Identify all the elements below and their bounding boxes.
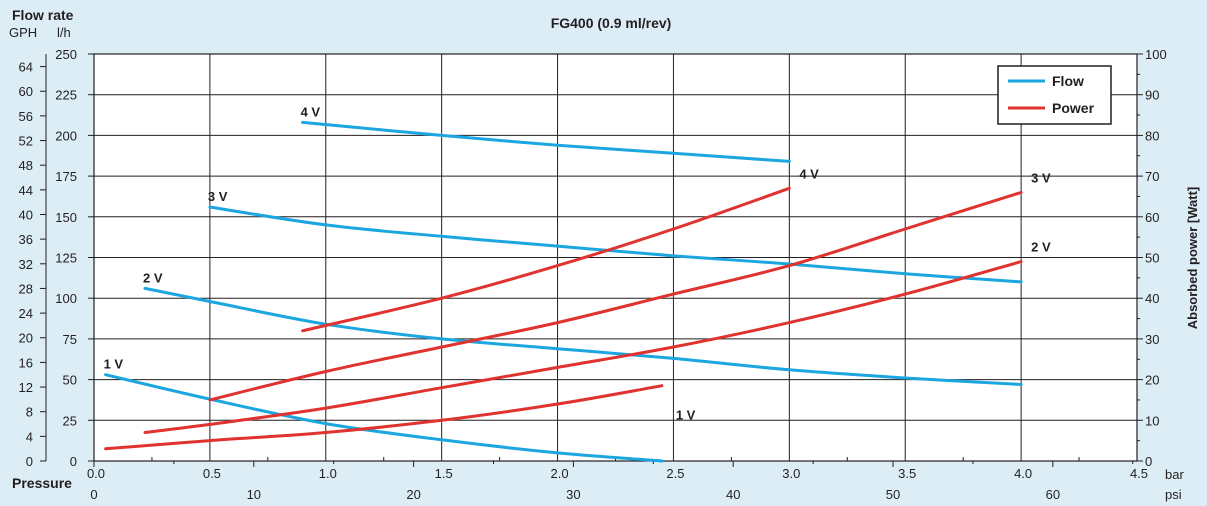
y-tick-label-gph: 8	[26, 405, 33, 420]
flow-line-3v	[208, 205, 1023, 284]
x-tick-label-psi: 20	[406, 487, 420, 502]
x-tick-label-psi: 30	[566, 487, 580, 502]
psi-unit-label: psi	[1165, 487, 1182, 502]
y-tick-label-lh: 225	[55, 88, 77, 103]
y-tick-label-power: 20	[1145, 373, 1159, 388]
y-tick-label-lh: 150	[55, 210, 77, 225]
y-tick-label-lh: 175	[55, 169, 77, 184]
power-label-4v: 4 V	[799, 166, 819, 181]
tick-labels: 0.0 0.5 1.0 1.5 2.0 2.5 3.0 3.5 4.0 4.50255075100…	[19, 47, 1167, 502]
y-tick-label-gph: 28	[19, 281, 33, 296]
legend: Flow Power	[997, 65, 1112, 125]
flow-line-4v	[301, 120, 791, 163]
y-tick-label-gph: 64	[19, 60, 33, 75]
legend-flow-label: Flow	[1052, 73, 1084, 89]
y-tick-label-power: 50	[1145, 251, 1159, 266]
y-tick-label-gph: 56	[19, 109, 33, 124]
y-tick-label-lh: 200	[55, 128, 77, 143]
x-tick-label-psi: 40	[726, 487, 740, 502]
x-tick-label-bar: 3.0	[782, 466, 800, 481]
series-labels: 1 V 2 V 3 V 4 V 1 V 2 V 3 V 4 V	[104, 104, 1051, 422]
lh-unit-label: l/h	[57, 25, 71, 40]
bar-unit-label: bar	[1165, 467, 1184, 482]
x-tick-label-bar: 2.0	[551, 466, 569, 481]
x-tick-label-bar: 2.5	[666, 466, 684, 481]
x-tick-label-psi: 10	[247, 487, 261, 502]
legend-box	[997, 65, 1112, 125]
y-tick-label-gph: 24	[19, 306, 33, 321]
power-line-4v	[301, 186, 791, 333]
y-tick-label-gph: 60	[19, 84, 33, 99]
y-tick-label-power: 80	[1145, 128, 1159, 143]
flow-label-1v: 1 V	[104, 357, 124, 372]
x-tick-label-bar: 3.5	[898, 466, 916, 481]
x-tick-label-bar: 4.5	[1130, 466, 1148, 481]
y-tick-label-gph: 4	[26, 429, 33, 444]
flow-line-1v	[104, 373, 664, 463]
x-tick-label-psi: 0	[90, 487, 97, 502]
right-axis-title: Absorbed power [Watt]	[1185, 187, 1200, 330]
y-tick-label-lh: 100	[55, 291, 77, 306]
y-tick-label-gph: 52	[19, 134, 33, 149]
y-tick-label-gph: 32	[19, 257, 33, 272]
y-tick-label-power: 10	[1145, 413, 1159, 428]
y-tick-label-power: 40	[1145, 291, 1159, 306]
flow-label-3v: 3 V	[208, 189, 228, 204]
y-tick-label-power: 60	[1145, 210, 1159, 225]
legend-power-label: Power	[1052, 100, 1095, 116]
gph-unit-label: GPH	[9, 25, 37, 40]
y-tick-label-gph: 36	[19, 232, 33, 247]
y-tick-label-power: 90	[1145, 88, 1159, 103]
x-tick-label-psi: 50	[886, 487, 900, 502]
x-tick-label-bar: 1.5	[435, 466, 453, 481]
flow-label-2v: 2 V	[143, 270, 163, 285]
flow-label-4v: 4 V	[301, 104, 321, 119]
y-tick-label-lh: 25	[63, 413, 77, 428]
x-tick-label-psi: 60	[1046, 487, 1060, 502]
y-tick-label-gph: 48	[19, 158, 33, 173]
y-tick-label-gph: 20	[19, 331, 33, 346]
flow-line-2v	[143, 286, 1023, 386]
power-label-1v: 1 V	[676, 408, 696, 423]
y-tick-label-gph: 16	[19, 355, 33, 370]
y-tick-label-power: 30	[1145, 332, 1159, 347]
y-tick-label-lh: 250	[55, 47, 77, 62]
y-tick-label-gph: 44	[19, 183, 33, 198]
flow-axis-title: Flow rate	[12, 7, 74, 23]
plot-frame	[93, 53, 1138, 462]
x-tick-label-bar: 0.5	[203, 466, 221, 481]
x-tick-label-bar: 0.0	[87, 466, 105, 481]
y-tick-label-power: 0	[1145, 454, 1152, 469]
power-line-3v	[208, 190, 1023, 402]
y-tick-label-gph: 12	[19, 380, 33, 395]
power-line-2v	[143, 260, 1023, 434]
x-tick-label-bar: 4.0	[1014, 466, 1032, 481]
y-tick-label-gph: 0	[26, 454, 33, 469]
y-tick-label-lh: 75	[63, 332, 77, 347]
y-tick-label-gph: 40	[19, 207, 33, 222]
x-axis-title: Pressure	[12, 475, 72, 491]
y-tick-label-lh: 50	[63, 373, 77, 388]
y-tick-label-power: 100	[1145, 47, 1167, 62]
power-label-3v: 3 V	[1031, 170, 1051, 185]
power-line-1v	[104, 384, 664, 451]
power-label-2v: 2 V	[1031, 240, 1051, 255]
series-lines	[104, 120, 1023, 463]
chart-title: FG400 (0.9 ml/rev)	[551, 15, 672, 31]
y-tick-label-lh: 0	[70, 454, 77, 469]
y-tick-label-lh: 125	[55, 251, 77, 266]
axes	[40, 53, 1143, 467]
x-tick-label-bar: 1.0	[319, 466, 337, 481]
y-tick-label-power: 70	[1145, 169, 1159, 184]
